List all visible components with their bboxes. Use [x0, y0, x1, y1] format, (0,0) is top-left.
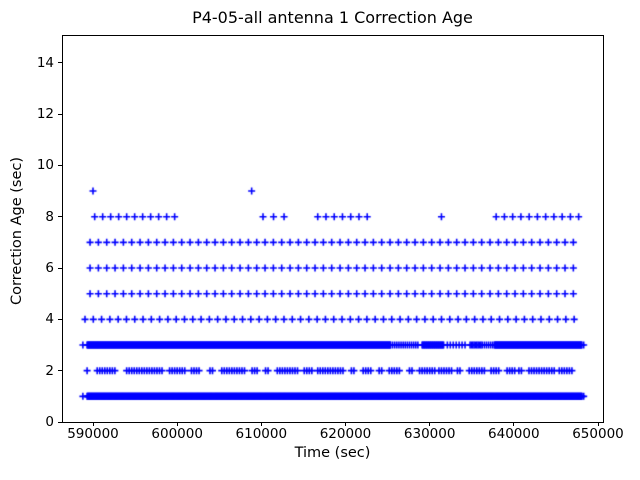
y-tick-mark: [58, 62, 62, 64]
x-tick-label: 600000: [151, 426, 203, 442]
y-tick-label: 14: [36, 54, 54, 71]
y-tick-mark: [58, 216, 62, 218]
y-tick-label: 6: [45, 260, 54, 276]
x-tick-mark: [429, 422, 431, 426]
y-tick-label: 4: [45, 311, 54, 328]
x-tick-label: 630000: [403, 426, 456, 442]
x-tick-mark: [260, 422, 262, 426]
y-tick-mark: [58, 164, 62, 166]
x-axis-title: Time (sec): [294, 445, 371, 461]
x-tick-label: 640000: [488, 426, 540, 442]
y-tick-mark: [58, 113, 62, 115]
y-tick-label: 8: [45, 208, 54, 225]
y-tick-label: 0: [45, 414, 54, 430]
y-tick-mark: [58, 421, 62, 423]
y-tick-mark: [58, 267, 62, 269]
y-axis-title-text: Correction Age (sec): [9, 156, 25, 306]
x-tick-mark: [597, 422, 599, 426]
x-tick-mark: [513, 422, 515, 426]
y-tick-mark: [58, 318, 62, 320]
y-tick-label: 10: [36, 157, 54, 174]
x-tick-label: 650000: [572, 426, 624, 442]
x-tick-label: 610000: [235, 426, 288, 442]
x-tick-mark: [176, 422, 178, 426]
x-tick-label: 620000: [319, 426, 372, 442]
x-tick-mark: [345, 422, 346, 426]
y-tick-label: 12: [36, 106, 54, 122]
x-tick-label: 590000: [67, 426, 119, 442]
x-tick-mark: [92, 422, 94, 426]
y-tick-mark: [58, 370, 62, 372]
y-tick-label: 2: [45, 362, 54, 379]
